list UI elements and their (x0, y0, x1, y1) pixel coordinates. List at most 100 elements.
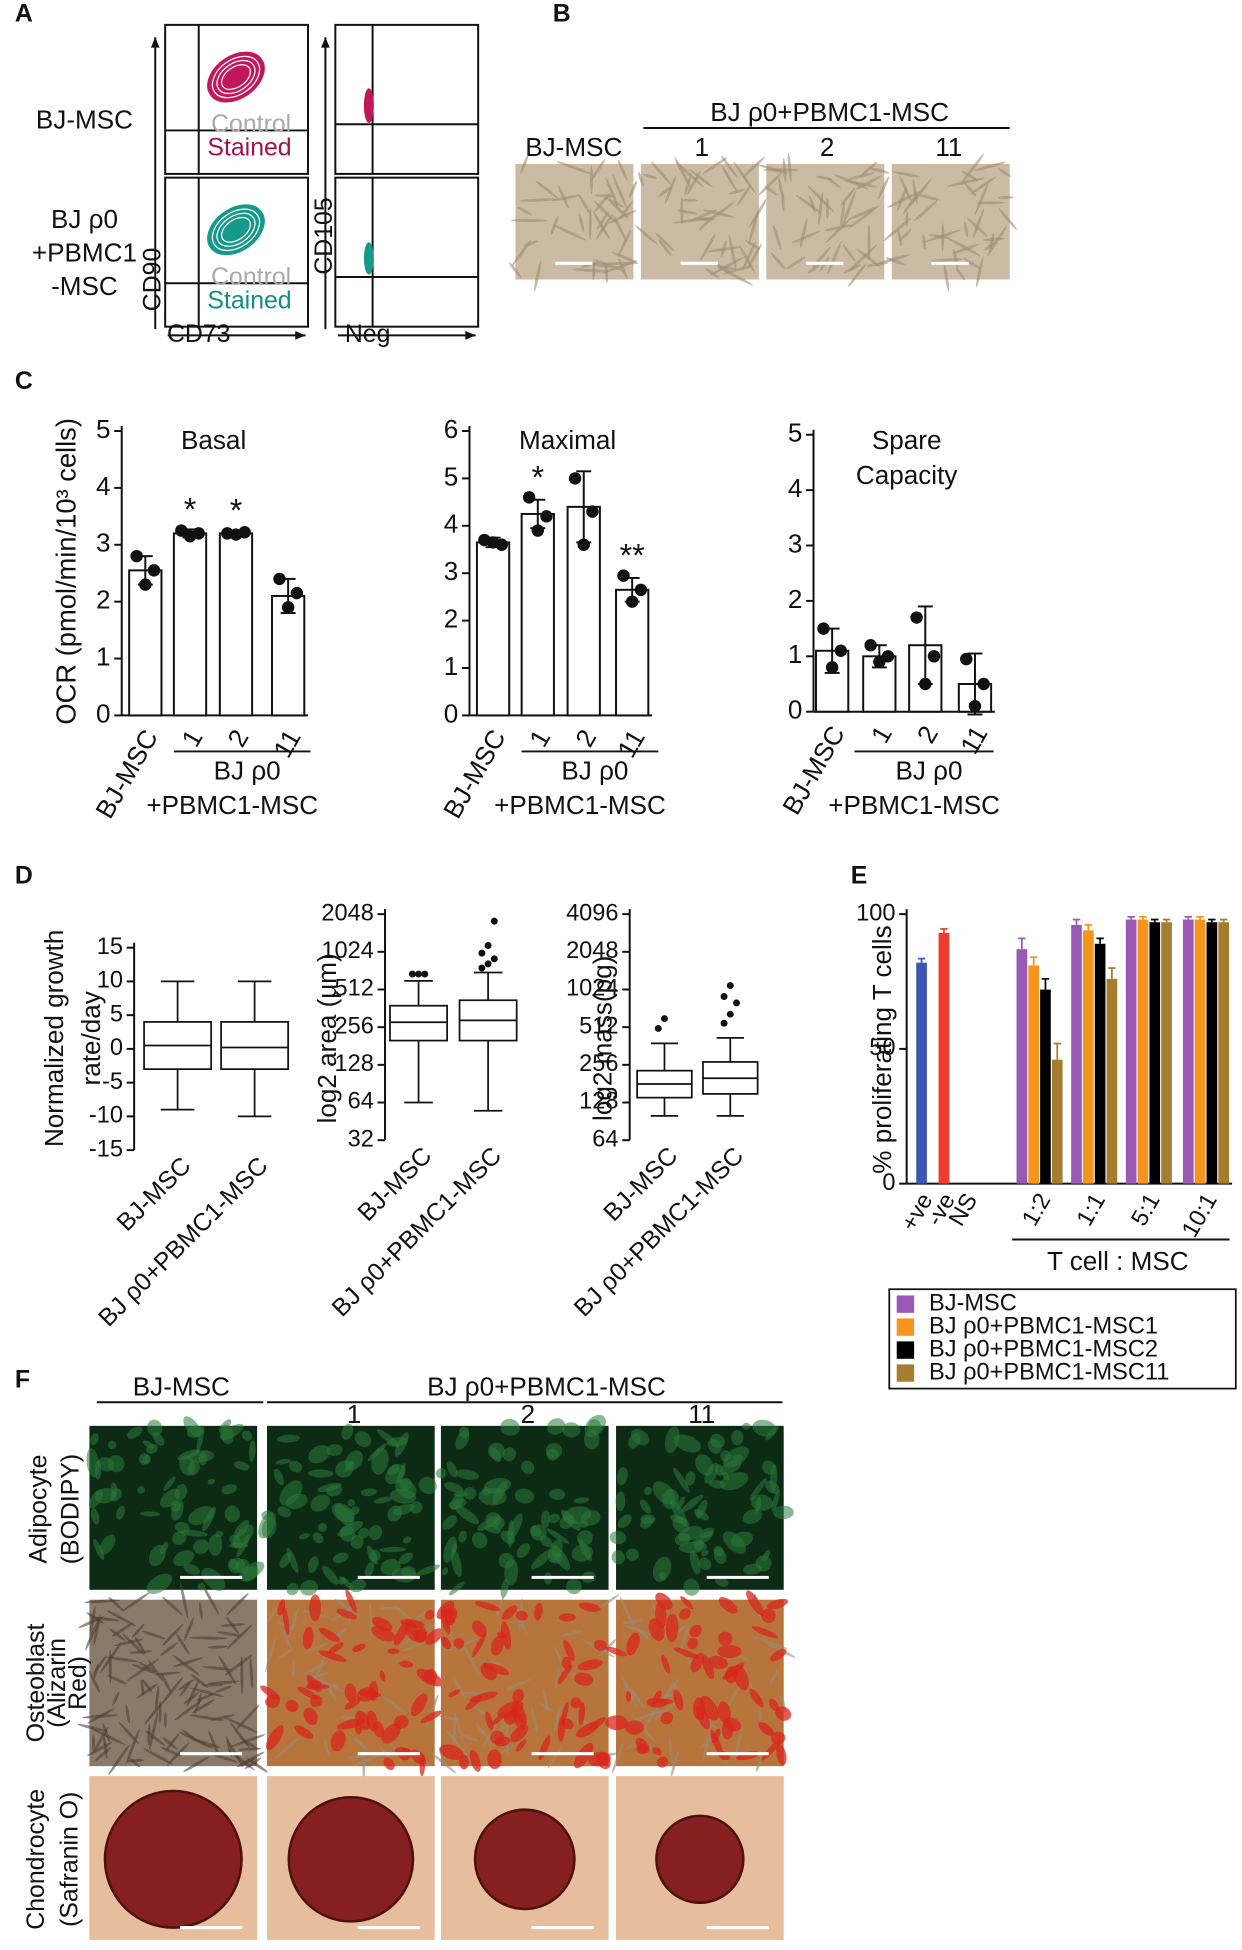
texture (722, 1531, 747, 1554)
texture (605, 1646, 627, 1657)
data-point (927, 650, 941, 663)
texture (438, 1715, 461, 1721)
texture (225, 1654, 253, 1676)
texture (635, 1737, 650, 1754)
y-tick-label: 0 (110, 1034, 123, 1060)
texture (566, 1578, 582, 1595)
x-tick-label: 2 (221, 724, 254, 752)
texture (701, 1550, 709, 1557)
chart-title: Maximal (519, 425, 616, 455)
texture (335, 1460, 354, 1478)
texture (546, 1528, 569, 1544)
texture (352, 1643, 366, 1653)
texture (905, 211, 909, 227)
texture (771, 1731, 786, 1745)
texture (699, 1695, 719, 1721)
texture (483, 1660, 501, 1665)
texture (736, 184, 752, 206)
texture (380, 1694, 408, 1715)
texture (171, 1499, 184, 1521)
flow-contour (216, 212, 256, 247)
texture (584, 1414, 606, 1437)
texture (321, 1565, 339, 1585)
texture (742, 241, 756, 272)
texture (761, 1608, 776, 1624)
texture (766, 1598, 789, 1610)
texture (371, 1617, 393, 1632)
bar (218, 532, 254, 717)
label: BJ ρ0 (896, 755, 963, 785)
y-tick-label: 0 (788, 695, 803, 725)
texture (197, 1582, 206, 1591)
x-tick-label: 1:1 (1071, 1189, 1110, 1230)
texture (480, 1663, 497, 1681)
label: BJ-MSC (525, 132, 622, 162)
texture (229, 1542, 249, 1549)
texture (495, 1596, 505, 1618)
texture (549, 1488, 566, 1501)
texture (673, 1689, 684, 1711)
label: BJ ρ0+PBMC1-MSC (427, 1371, 666, 1401)
texture (519, 198, 559, 202)
texture (311, 1676, 345, 1693)
texture (385, 1464, 406, 1485)
texture (723, 1717, 742, 1732)
texture (311, 1654, 327, 1687)
texture (165, 1733, 180, 1752)
texture (399, 1660, 414, 1668)
texture (324, 1738, 330, 1756)
texture (106, 1656, 140, 1663)
y-tick-label: 1 (96, 641, 111, 671)
texture (771, 1489, 780, 1512)
texture (844, 180, 878, 188)
texture (848, 244, 878, 272)
bar (1040, 989, 1051, 1184)
row-label: (Alizarin (44, 1638, 71, 1728)
texture (249, 1657, 254, 1689)
texture (186, 1679, 200, 1707)
flow-plot (164, 23, 310, 175)
texture (419, 1753, 426, 1777)
bar (1071, 924, 1082, 1184)
texture (548, 1513, 560, 1524)
texture (717, 1701, 731, 1724)
x-tick-label: 2 (569, 724, 602, 752)
texture (273, 1468, 285, 1486)
texture (500, 1418, 520, 1436)
texture (415, 1564, 441, 1576)
texture (307, 1469, 334, 1478)
texture (755, 1755, 763, 1772)
texture (128, 1757, 141, 1768)
texture (358, 1527, 370, 1539)
texture (635, 225, 658, 245)
texture (510, 218, 549, 222)
significance: * (531, 460, 544, 496)
texture (189, 1687, 225, 1698)
texture (617, 1514, 632, 1529)
texture (193, 1539, 210, 1555)
texture (615, 1491, 626, 1512)
texture (409, 1501, 423, 1514)
texture (776, 1743, 787, 1766)
texture (747, 243, 762, 270)
texture (769, 1668, 779, 1685)
texture (453, 1637, 465, 1649)
texture (709, 201, 735, 221)
texture (558, 1613, 576, 1622)
texture (554, 1667, 560, 1690)
texture (617, 230, 631, 257)
texture (696, 1499, 708, 1519)
texture (700, 234, 716, 261)
label: 2 (521, 1399, 536, 1429)
legend-label: BJ ρ0+PBMC1-MSC11 (929, 1358, 1169, 1384)
texture (573, 1497, 590, 1504)
texture (107, 1674, 127, 1685)
texture (577, 1659, 603, 1671)
texture (594, 194, 616, 198)
texture (590, 165, 594, 194)
label: BJ ρ0 (561, 755, 628, 785)
panel-letter: C (15, 368, 33, 395)
texture (86, 1448, 100, 1478)
texture (534, 1602, 543, 1621)
texture (154, 1671, 181, 1676)
